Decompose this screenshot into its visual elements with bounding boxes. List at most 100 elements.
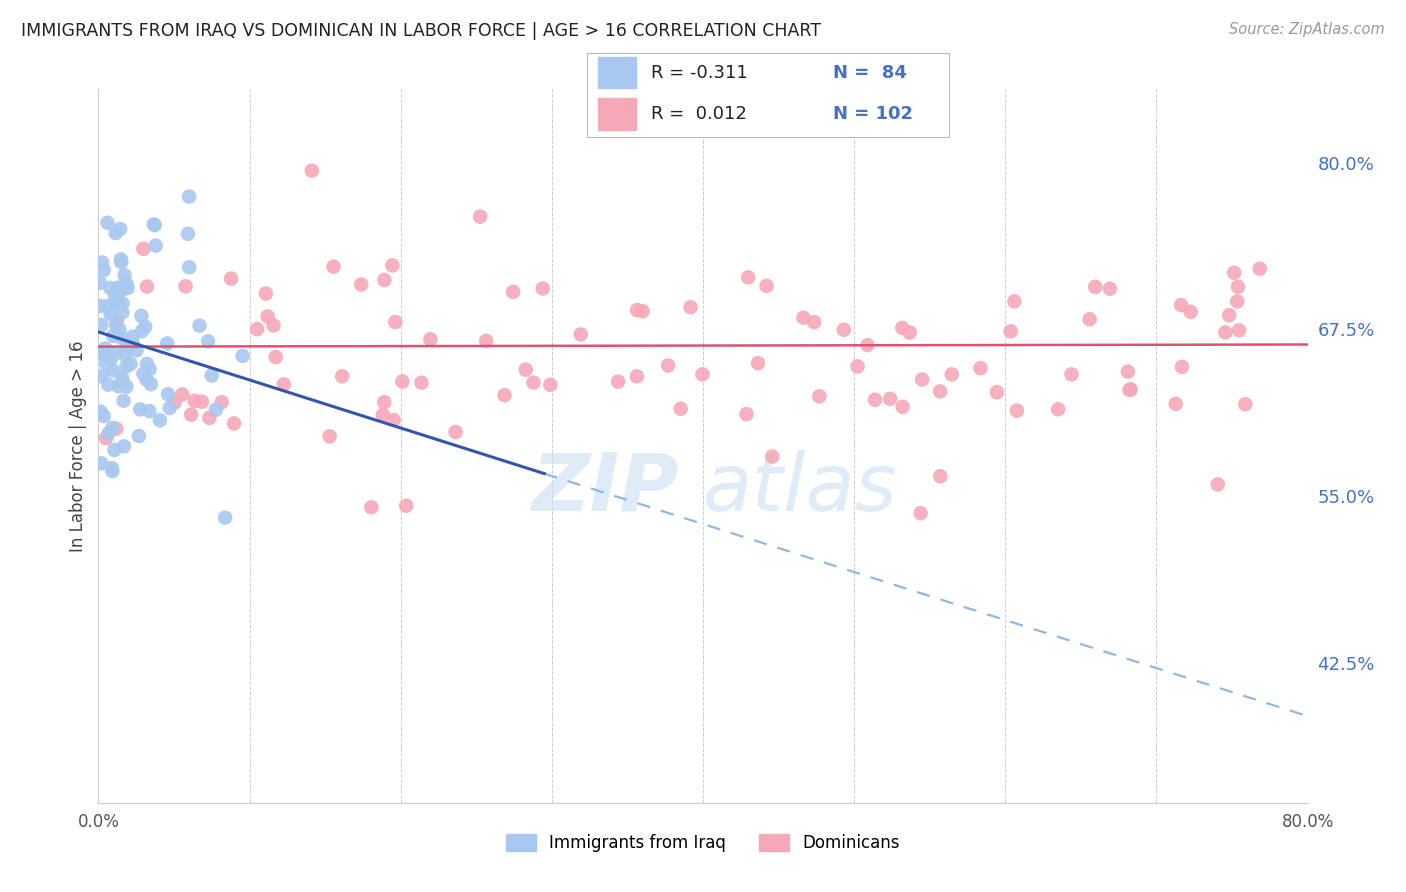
Point xyxy=(1223,266,1246,280)
Text: N = 102: N = 102 xyxy=(834,104,912,123)
Point xyxy=(986,385,1008,400)
Legend: Immigrants from Iraq, Dominicans: Immigrants from Iraq, Dominicans xyxy=(499,827,907,859)
Point xyxy=(103,329,125,343)
Point xyxy=(219,271,242,285)
Point xyxy=(111,331,134,345)
Text: IMMIGRANTS FROM IRAQ VS DOMINICAN IN LABOR FORCE | AGE > 16 CORRELATION CHART: IMMIGRANTS FROM IRAQ VS DOMINICAN IN LAB… xyxy=(21,22,821,40)
Point xyxy=(898,326,921,340)
Point xyxy=(395,499,418,513)
Point xyxy=(569,327,592,342)
Point xyxy=(832,323,855,337)
Y-axis label: In Labor Force | Age > 16: In Labor Force | Age > 16 xyxy=(69,340,87,552)
Point xyxy=(179,260,201,275)
Point xyxy=(191,394,214,409)
Point xyxy=(156,336,179,351)
Point xyxy=(180,408,202,422)
Point xyxy=(201,368,224,383)
Point xyxy=(97,426,120,441)
Point xyxy=(93,347,115,361)
Point xyxy=(1119,382,1142,396)
Point xyxy=(108,285,131,300)
Point xyxy=(205,402,228,417)
Point xyxy=(911,372,934,386)
Point xyxy=(138,362,160,376)
Point xyxy=(98,281,121,295)
Point xyxy=(211,395,233,409)
Point xyxy=(107,379,129,393)
Point xyxy=(1227,279,1250,293)
Point xyxy=(468,210,491,224)
Point xyxy=(110,222,132,236)
Point xyxy=(1118,383,1140,397)
Point xyxy=(891,321,914,335)
Point xyxy=(256,310,278,324)
Point xyxy=(132,367,155,381)
Point xyxy=(1234,397,1257,411)
Point xyxy=(94,356,117,370)
Point xyxy=(139,377,162,392)
Point xyxy=(863,392,886,407)
Point xyxy=(100,307,122,321)
Point xyxy=(891,400,914,414)
Point xyxy=(104,226,127,240)
Point xyxy=(103,442,125,457)
Point xyxy=(117,339,139,353)
Point xyxy=(515,362,537,376)
Point xyxy=(522,376,544,390)
Point xyxy=(94,431,117,445)
Point xyxy=(846,359,869,374)
Text: Source: ZipAtlas.com: Source: ZipAtlas.com xyxy=(1229,22,1385,37)
Point xyxy=(100,351,122,366)
Point xyxy=(91,255,114,269)
Point xyxy=(792,310,814,325)
Point xyxy=(101,464,124,478)
Point xyxy=(1002,294,1025,309)
Point xyxy=(131,324,153,338)
Point xyxy=(129,402,152,417)
Point xyxy=(101,421,124,435)
Point xyxy=(735,407,758,421)
Point xyxy=(1098,282,1121,296)
Point xyxy=(105,314,128,328)
Point xyxy=(114,348,136,362)
Point xyxy=(159,401,181,415)
Point xyxy=(411,376,433,390)
Point xyxy=(419,332,441,346)
Point xyxy=(122,337,145,351)
Point xyxy=(97,377,120,392)
Point xyxy=(1226,294,1249,309)
Point xyxy=(929,384,952,399)
Point xyxy=(110,284,132,298)
Point xyxy=(90,318,112,332)
Point xyxy=(96,299,118,313)
Point xyxy=(607,375,630,389)
Point xyxy=(90,369,112,384)
Text: R = -0.311: R = -0.311 xyxy=(651,63,748,82)
Point xyxy=(108,322,131,336)
Point xyxy=(120,357,142,371)
Point xyxy=(502,285,524,299)
Point xyxy=(112,439,135,453)
Point xyxy=(1084,280,1107,294)
Point xyxy=(115,277,138,291)
Text: R =  0.012: R = 0.012 xyxy=(651,104,747,123)
Point xyxy=(198,410,221,425)
Point xyxy=(110,255,132,269)
Point xyxy=(692,368,714,382)
Point xyxy=(143,218,166,232)
Point xyxy=(969,361,991,376)
Point xyxy=(105,295,128,310)
Point xyxy=(183,393,205,408)
Point xyxy=(110,252,132,267)
Point xyxy=(145,238,167,252)
Point xyxy=(89,405,111,419)
Point xyxy=(172,387,194,401)
Point xyxy=(1060,368,1083,382)
Point xyxy=(391,375,413,389)
Point xyxy=(381,259,404,273)
Point xyxy=(89,276,111,290)
Point xyxy=(117,281,139,295)
Point xyxy=(475,334,498,348)
Point xyxy=(136,279,159,293)
Point xyxy=(156,387,179,401)
